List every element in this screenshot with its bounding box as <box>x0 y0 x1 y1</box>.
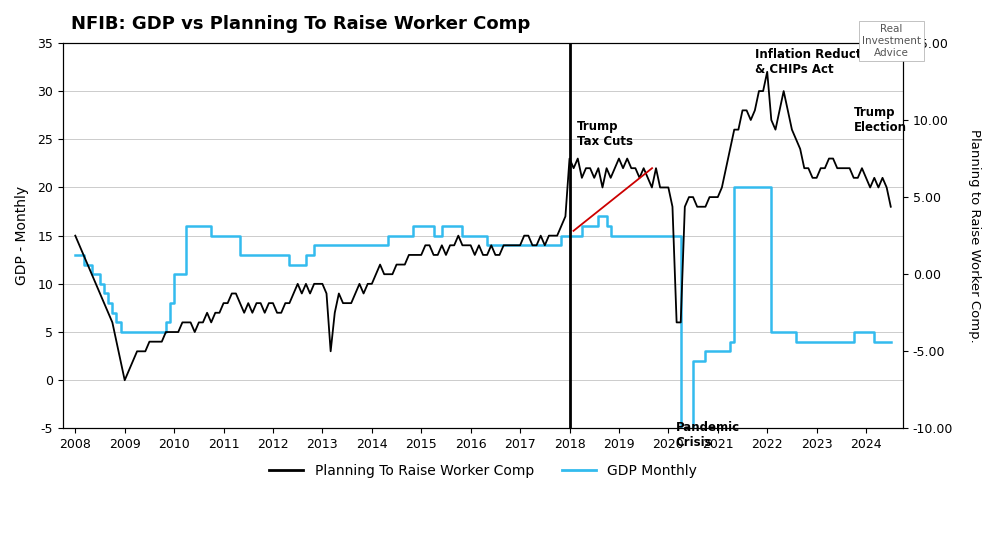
Y-axis label: GDP - Monthly: GDP - Monthly <box>15 186 29 285</box>
Text: Trump
Election: Trump Election <box>854 105 906 134</box>
Text: NFIB: GDP vs Planning To Raise Worker Comp: NFIB: GDP vs Planning To Raise Worker Co… <box>72 15 531 33</box>
Text: Pandemic
Crisis: Pandemic Crisis <box>675 421 740 448</box>
Text: Inflation Reduction
& CHIPs Act: Inflation Reduction & CHIPs Act <box>755 48 881 76</box>
Y-axis label: Planning to Raise Worker Comp.: Planning to Raise Worker Comp. <box>968 129 981 342</box>
Legend: Planning To Raise Worker Comp, GDP Monthly: Planning To Raise Worker Comp, GDP Month… <box>263 458 703 483</box>
Text: Real
Investment
Advice: Real Investment Advice <box>862 24 921 57</box>
Text: Trump
Tax Cuts: Trump Tax Cuts <box>577 120 632 148</box>
